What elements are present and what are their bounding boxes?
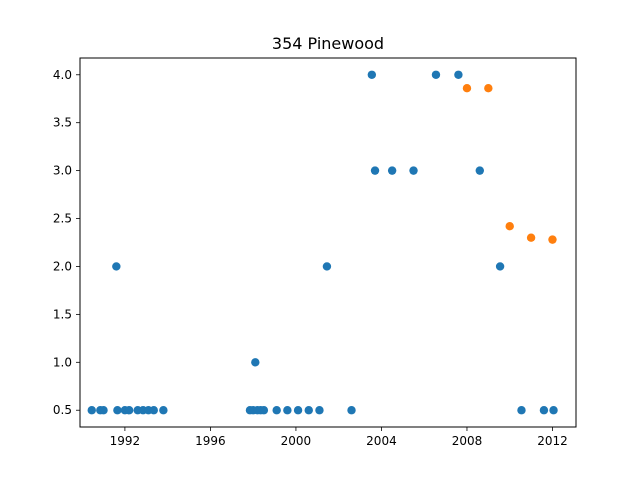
y-tick-label: 1.5 (53, 307, 72, 321)
data-point-0-31 (475, 166, 484, 175)
data-point-0-27 (387, 166, 397, 175)
plot-area-frame (79, 57, 577, 428)
data-point-0-11 (159, 406, 168, 415)
series-0 (87, 70, 558, 415)
data-point-0-32 (495, 262, 505, 271)
x-tick-label: 2004 (366, 434, 397, 448)
data-point-0-3 (112, 262, 121, 271)
data-point-0-20 (293, 406, 303, 415)
series-1 (462, 83, 557, 244)
data-point-0-2 (99, 406, 108, 415)
data-point-1-3 (526, 233, 536, 242)
data-point-1-0 (462, 83, 472, 93)
data-point-0-35 (549, 406, 558, 415)
x-tick-label: 2008 (452, 434, 483, 448)
data-point-0-14 (251, 358, 260, 367)
y-tick-label: 2.0 (53, 259, 72, 273)
data-point-0-22 (315, 406, 324, 415)
data-point-0-0 (87, 406, 96, 415)
chart-title: 354 Pinewood (272, 34, 384, 53)
x-tick-label: 2012 (537, 434, 568, 448)
y-axis: 0.5 1.0 1.5 2.0 2.5 3.0 3.5 4.0 (53, 68, 80, 417)
points-layer (87, 70, 558, 415)
data-point-0-30 (454, 70, 463, 79)
data-point-0-28 (409, 166, 418, 175)
data-point-0-25 (367, 70, 377, 79)
data-point-0-34 (539, 406, 549, 415)
data-point-0-19 (283, 406, 292, 415)
data-point-1-2 (505, 222, 514, 231)
y-tick-label: 0.5 (53, 403, 72, 417)
data-point-0-24 (347, 406, 356, 415)
data-point-0-18 (272, 406, 281, 415)
data-point-0-17 (259, 406, 269, 415)
y-tick-label: 1.0 (53, 355, 72, 369)
data-point-1-1 (484, 83, 493, 93)
data-point-0-4 (113, 406, 122, 415)
data-point-0-29 (431, 70, 441, 79)
data-point-0-23 (322, 262, 332, 271)
data-point-0-21 (304, 406, 313, 415)
y-tick-label: 4.0 (53, 68, 72, 82)
x-tick-label: 2000 (281, 434, 312, 448)
y-tick-label: 2.5 (53, 212, 72, 226)
y-tick-label: 3.5 (53, 116, 72, 130)
data-point-1-4 (548, 235, 557, 244)
x-tick-label: 1996 (195, 434, 226, 448)
data-point-0-10 (149, 406, 158, 415)
x-axis: 1992 1996 2000 2004 2008 2012 (110, 427, 568, 448)
data-point-0-33 (517, 406, 526, 415)
data-point-0-26 (370, 166, 380, 175)
data-point-0-6 (124, 406, 134, 415)
x-tick-label: 1992 (110, 434, 141, 448)
y-tick-label: 3.0 (53, 164, 72, 178)
